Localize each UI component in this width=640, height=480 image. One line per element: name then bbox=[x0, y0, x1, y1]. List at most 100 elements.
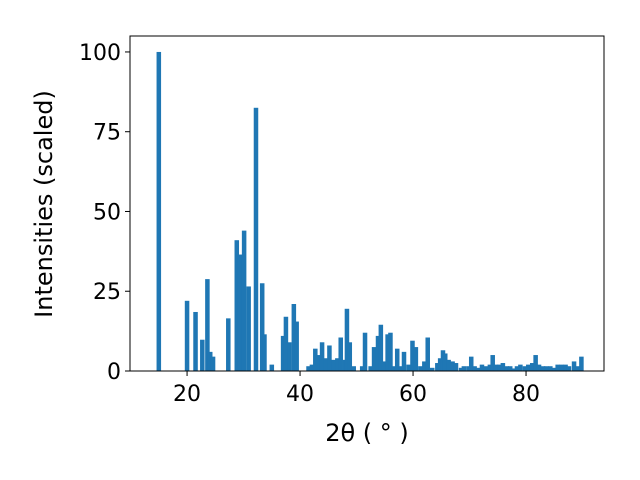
bar bbox=[483, 366, 489, 371]
bar bbox=[200, 339, 205, 371]
bar bbox=[476, 367, 481, 371]
bar bbox=[579, 356, 584, 371]
bar bbox=[429, 367, 435, 371]
bar bbox=[458, 367, 464, 371]
bar bbox=[210, 356, 216, 371]
bar bbox=[552, 367, 557, 371]
y-axis-label: Intensities (scaled) bbox=[30, 90, 58, 318]
bar bbox=[529, 363, 535, 371]
bar bbox=[544, 366, 549, 371]
bar bbox=[193, 311, 198, 371]
bar bbox=[226, 318, 231, 371]
bar bbox=[294, 321, 299, 371]
bar bbox=[259, 283, 265, 371]
bar bbox=[335, 358, 340, 371]
bar bbox=[359, 366, 365, 371]
bar bbox=[394, 348, 400, 371]
plot-frame bbox=[129, 35, 605, 372]
bar bbox=[559, 364, 564, 371]
bar bbox=[309, 364, 315, 371]
bar bbox=[533, 355, 538, 371]
bar bbox=[566, 366, 572, 371]
bar bbox=[446, 359, 451, 371]
bar bbox=[526, 364, 531, 371]
bar bbox=[453, 363, 459, 371]
bar bbox=[262, 334, 267, 371]
bar bbox=[500, 363, 506, 371]
bar bbox=[410, 340, 415, 371]
bar bbox=[514, 366, 520, 371]
bar bbox=[253, 107, 259, 372]
bar bbox=[518, 364, 523, 371]
x-tick-label: 40 bbox=[286, 382, 314, 407]
x-tick-label: 20 bbox=[173, 382, 201, 407]
bar bbox=[205, 279, 210, 371]
bar bbox=[368, 366, 373, 371]
bar bbox=[461, 366, 467, 371]
bar bbox=[283, 316, 289, 371]
x-tick-label: 60 bbox=[399, 382, 427, 407]
bar bbox=[313, 348, 318, 371]
bar bbox=[487, 364, 493, 371]
bar bbox=[536, 364, 542, 371]
bar bbox=[327, 345, 332, 371]
bar bbox=[331, 359, 336, 371]
bar bbox=[184, 300, 190, 371]
bar bbox=[246, 286, 251, 371]
bar bbox=[555, 364, 560, 371]
bar bbox=[381, 361, 387, 371]
bar bbox=[156, 51, 162, 371]
bar bbox=[280, 335, 286, 371]
bar bbox=[385, 334, 390, 371]
bar bbox=[507, 366, 513, 371]
bar bbox=[466, 366, 471, 371]
bar bbox=[479, 364, 485, 371]
bar bbox=[234, 240, 240, 371]
bar bbox=[575, 366, 581, 371]
bar bbox=[437, 358, 443, 371]
bar bbox=[269, 364, 275, 371]
bar bbox=[375, 335, 381, 371]
bar bbox=[563, 364, 568, 371]
bar bbox=[425, 337, 430, 371]
bar bbox=[522, 366, 528, 371]
bar bbox=[406, 364, 411, 371]
bar bbox=[504, 366, 510, 371]
bar bbox=[291, 304, 297, 371]
bar bbox=[422, 361, 427, 371]
bar bbox=[306, 366, 311, 371]
x-axis-label: 2θ ( ° ) bbox=[325, 419, 409, 447]
y-tick-label: 25 bbox=[93, 280, 121, 305]
bar bbox=[493, 364, 499, 371]
bar bbox=[344, 308, 350, 371]
bar bbox=[442, 353, 448, 371]
bar bbox=[450, 361, 455, 371]
y-tick-label: 50 bbox=[93, 200, 121, 225]
bar bbox=[378, 324, 384, 371]
bar bbox=[338, 337, 343, 371]
bar bbox=[391, 366, 397, 371]
bar bbox=[548, 366, 553, 371]
y-tick-label: 100 bbox=[79, 41, 121, 66]
bar bbox=[347, 342, 353, 371]
y-tick-label: 75 bbox=[93, 121, 121, 146]
bar bbox=[435, 363, 440, 371]
bar bbox=[511, 368, 516, 371]
bar bbox=[401, 351, 407, 371]
bar bbox=[418, 366, 423, 371]
bar bbox=[468, 356, 474, 371]
bar bbox=[540, 366, 546, 371]
bar bbox=[319, 342, 325, 371]
bar bbox=[490, 355, 495, 371]
bar bbox=[398, 366, 404, 371]
bar bbox=[497, 364, 502, 371]
x-tick-label: 80 bbox=[512, 382, 540, 407]
bar bbox=[371, 347, 377, 371]
bar bbox=[241, 230, 247, 371]
bar bbox=[413, 347, 419, 371]
bar bbox=[388, 332, 393, 371]
bar bbox=[317, 355, 322, 371]
bar bbox=[323, 358, 328, 371]
bar bbox=[571, 361, 577, 371]
